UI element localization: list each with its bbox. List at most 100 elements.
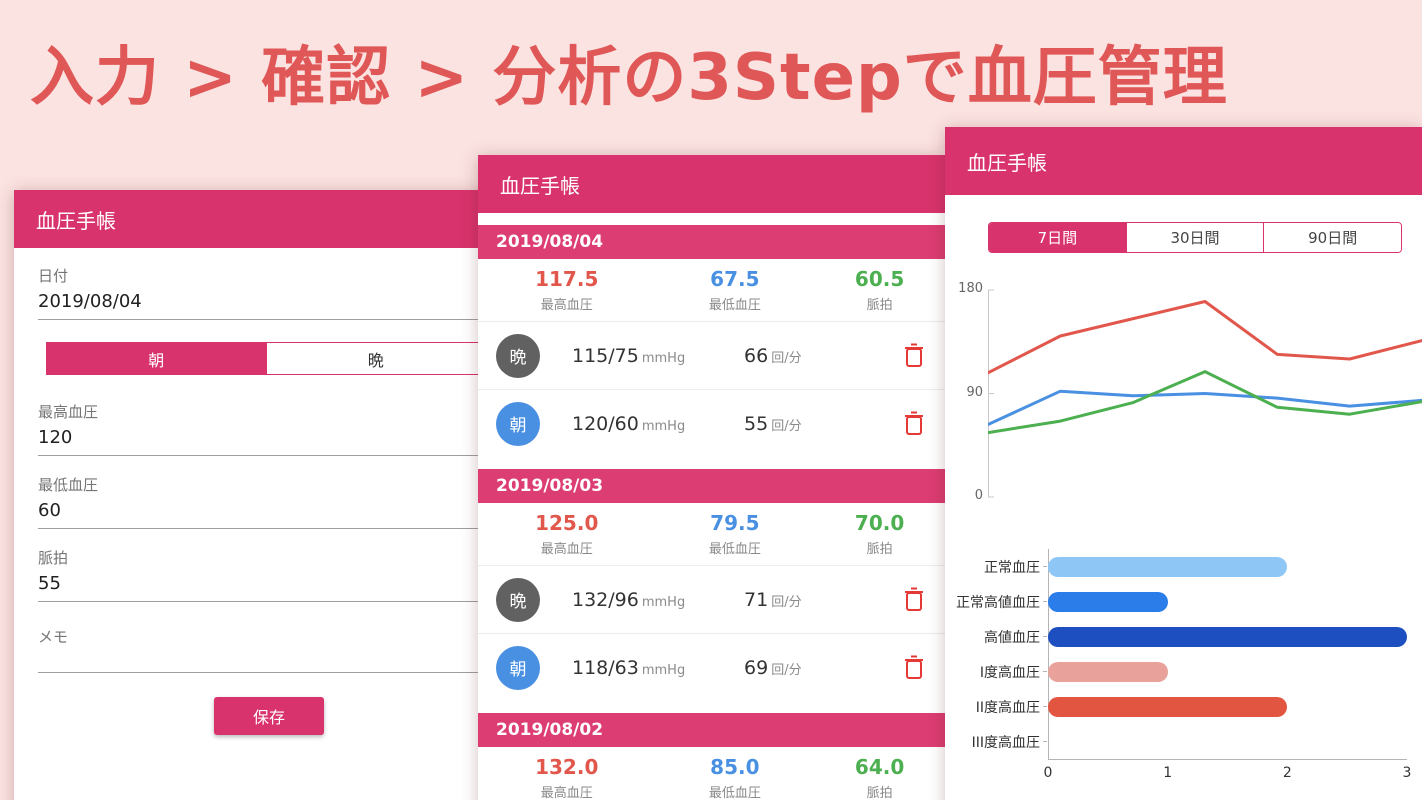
evening-toggle-button[interactable]: 晩 bbox=[265, 343, 485, 374]
bp-trend-line-chart: 180 90 0 bbox=[945, 280, 1422, 520]
delete-button[interactable] bbox=[901, 586, 927, 614]
tab-30days[interactable]: 30日間 bbox=[1125, 223, 1264, 252]
avg-diastolic-value: 85.0 bbox=[710, 755, 760, 779]
morning-badge: 朝 bbox=[496, 401, 540, 446]
bar-track bbox=[1043, 591, 1407, 612]
avg-systolic-value: 125.0 bbox=[535, 511, 599, 535]
delete-button[interactable] bbox=[901, 410, 927, 438]
bp-value: 118/63 bbox=[572, 656, 639, 679]
pulse-reading: 66 回/分 bbox=[744, 345, 872, 367]
avg-pulse-value: 70.0 bbox=[854, 511, 905, 535]
bp-reading: 118/63 mmHg bbox=[572, 657, 744, 679]
trash-icon bbox=[902, 343, 926, 372]
avg-diastolic-cell: 79.5 最低血圧 bbox=[655, 511, 814, 557]
morning-badge: 朝 bbox=[496, 645, 540, 690]
trash-icon bbox=[902, 411, 926, 440]
avg-systolic-value: 132.0 bbox=[535, 755, 599, 779]
line-y-tick: 180 bbox=[958, 281, 983, 296]
daily-average-row: 117.5 最高血圧 67.5 最低血圧 60.5 脈拍 bbox=[478, 259, 945, 321]
app-title: 血圧手帳 bbox=[36, 208, 116, 233]
avg-systolic-value: 117.5 bbox=[535, 267, 599, 291]
bar-rows: 正常血圧 正常高値血圧 高値血圧 I度高血圧 II度高血圧 III度高血圧 bbox=[945, 537, 1422, 759]
tab-7days[interactable]: 7日間 bbox=[989, 223, 1126, 252]
date-group: 2019/08/02 132.0 最高血圧 85.0 最低血圧 64.0 脈拍 bbox=[478, 713, 945, 800]
record-row: 朝 120/60 mmHg 55 回/分 bbox=[478, 389, 945, 457]
avg-systolic-label: 最高血圧 bbox=[540, 786, 593, 800]
bar-x-tick: 2 bbox=[1282, 765, 1292, 781]
avg-diastolic-cell: 67.5 最低血圧 bbox=[655, 267, 814, 313]
avg-systolic-label: 最高血圧 bbox=[540, 298, 593, 313]
memo-field: メモ bbox=[38, 626, 510, 673]
bp-reading: 120/60 mmHg bbox=[572, 413, 744, 435]
date-label: 日付 bbox=[38, 267, 69, 285]
bar-track bbox=[1043, 696, 1407, 717]
pulse-unit: 回/分 bbox=[771, 594, 802, 610]
avg-diastolic-value: 67.5 bbox=[710, 267, 760, 291]
avg-systolic-cell: 125.0 最高血圧 bbox=[478, 511, 655, 557]
avg-pulse-value: 64.0 bbox=[854, 755, 905, 779]
pulse-input[interactable]: 55 bbox=[38, 568, 510, 602]
avg-diastolic-label: 最低血圧 bbox=[708, 786, 761, 800]
pulse-value: 66 bbox=[744, 344, 769, 367]
analysis-appbar: 血圧手帳 bbox=[945, 127, 1422, 195]
avg-systolic-cell: 117.5 最高血圧 bbox=[478, 267, 655, 313]
date-group: 2019/08/04 117.5 最高血圧 67.5 最低血圧 60.5 脈拍 … bbox=[478, 225, 945, 457]
pulse-unit: 回/分 bbox=[771, 350, 802, 366]
bar-fill bbox=[1048, 591, 1168, 612]
evening-badge: 晩 bbox=[496, 333, 540, 378]
date-input[interactable]: 2019/08/04 bbox=[38, 286, 510, 320]
memo-input[interactable] bbox=[38, 647, 510, 673]
bar-row: 正常高値血圧 bbox=[945, 584, 1422, 619]
delete-button[interactable] bbox=[901, 654, 927, 682]
pulse-unit: 回/分 bbox=[771, 418, 802, 434]
date-header: 2019/08/02 bbox=[478, 713, 945, 747]
bp-reading: 132/96 mmHg bbox=[572, 589, 744, 611]
bp-unit: mmHg bbox=[641, 350, 686, 366]
morning-toggle-button[interactable]: 朝 bbox=[47, 343, 266, 374]
avg-diastolic-label: 最低血圧 bbox=[708, 298, 761, 313]
bar-x-tick: 1 bbox=[1163, 765, 1173, 781]
diastolic-field: 最低血圧 60 bbox=[38, 474, 510, 529]
bar-category-label: 正常高値血圧 bbox=[956, 594, 1040, 611]
bar-row: 正常血圧 bbox=[945, 549, 1422, 584]
delete-button[interactable] bbox=[901, 342, 927, 370]
bp-unit: mmHg bbox=[641, 418, 686, 434]
diastolic-input[interactable]: 60 bbox=[38, 495, 510, 529]
date-group: 2019/08/03 125.0 最高血圧 79.5 最低血圧 70.0 脈拍 … bbox=[478, 469, 945, 701]
pulse-value: 71 bbox=[744, 588, 769, 611]
series-最高血圧 bbox=[988, 300, 1422, 375]
pulse-field: 脈拍 55 bbox=[38, 547, 510, 602]
systolic-field: 最高血圧 120 bbox=[38, 401, 510, 456]
date-field: 日付 2019/08/04 bbox=[38, 265, 510, 320]
memo-label: メモ bbox=[38, 628, 69, 646]
record-row: 晩 132/96 mmHg 71 回/分 bbox=[478, 565, 945, 633]
entry-appbar: 血圧手帳 bbox=[14, 190, 534, 248]
avg-pulse-cell: 64.0 脈拍 bbox=[814, 755, 945, 800]
systolic-label: 最高血圧 bbox=[38, 403, 99, 421]
entry-screen: 血圧手帳 日付 2019/08/04 朝 晩 最高血圧 120 最低血圧 60 … bbox=[14, 190, 534, 800]
daily-average-row: 132.0 最高血圧 85.0 最低血圧 64.0 脈拍 bbox=[478, 747, 945, 800]
tab-90days[interactable]: 90日間 bbox=[1263, 223, 1401, 252]
evening-badge: 晩 bbox=[496, 577, 540, 622]
avg-diastolic-cell: 85.0 最低血圧 bbox=[655, 755, 814, 800]
avg-pulse-cell: 70.0 脈拍 bbox=[814, 511, 945, 557]
bp-unit: mmHg bbox=[641, 594, 686, 610]
save-button[interactable]: 保存 bbox=[214, 697, 324, 735]
trash-icon bbox=[902, 655, 926, 684]
bar-category-label: I度高血圧 bbox=[979, 664, 1040, 681]
app-title: 血圧手帳 bbox=[967, 150, 1047, 175]
list-appbar: 血圧手帳 bbox=[478, 155, 945, 213]
app-title: 血圧手帳 bbox=[500, 173, 580, 198]
record-row: 晩 115/75 mmHg 66 回/分 bbox=[478, 321, 945, 389]
avg-systolic-cell: 132.0 最高血圧 bbox=[478, 755, 655, 800]
series-最低血圧 bbox=[988, 389, 1422, 427]
bp-category-bar-chart: 正常血圧 正常高値血圧 高値血圧 I度高血圧 II度高血圧 III度高血圧 0 1 2 3 bbox=[945, 537, 1422, 787]
bar-fill bbox=[1048, 626, 1407, 647]
bar-fill bbox=[1048, 696, 1288, 717]
period-tabs: 7日間 30日間 90日間 bbox=[988, 222, 1402, 253]
systolic-input[interactable]: 120 bbox=[38, 422, 510, 456]
bp-value: 115/75 bbox=[572, 344, 639, 367]
pulse-reading: 69 回/分 bbox=[744, 657, 872, 679]
line-y-tick: 0 bbox=[974, 488, 983, 503]
date-header: 2019/08/04 bbox=[478, 225, 945, 259]
